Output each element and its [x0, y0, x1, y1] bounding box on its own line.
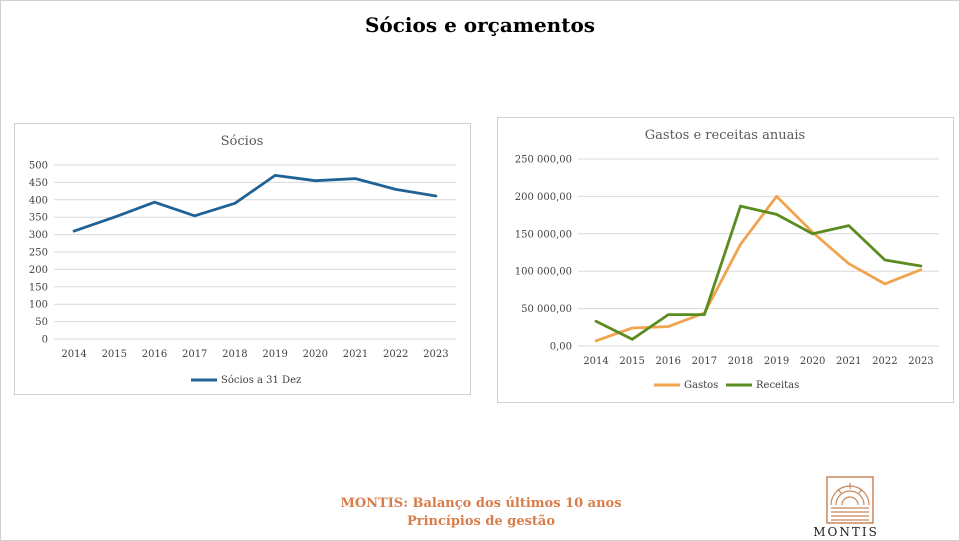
chart-title: Gastos e receitas anuais	[645, 128, 805, 143]
y-tick-label: 150	[29, 282, 48, 293]
x-tick-label: 2022	[383, 349, 408, 360]
chart-socios-svg: Sócios 0 50 100 150 200 250 300 350 400 450 500 2014…	[29, 134, 456, 386]
y-tick-label: 0,00	[550, 342, 572, 353]
x-tick-label: 2018	[222, 349, 247, 360]
y-tick-label: 50 000,00	[521, 304, 572, 315]
y-tick-label: 200	[29, 265, 48, 276]
series-line	[594, 195, 923, 343]
x-tick-label: 2015	[102, 349, 127, 360]
slide-title: Sócios e orçamentos	[364, 13, 596, 37]
x-tick-label: 2018	[728, 356, 753, 367]
series-line	[72, 174, 438, 233]
footer-line-2: Princípios de gestão	[406, 514, 556, 529]
chart-gastos-receitas-svg: Gastos e receitas anuais 0,00 50 000,00 100…	[515, 128, 939, 391]
footer-line-1: MONTIS: Balanço dos últimos 10 anos	[340, 496, 622, 511]
chart-gastos-receitas: Gastos e receitas anuais 0,00 50 000,00 100…	[497, 117, 954, 403]
x-tick-label: 2019	[764, 356, 789, 367]
legend-label: Gastos	[684, 380, 718, 391]
y-tick-label: 300	[29, 230, 48, 241]
y-tick-label: 350	[29, 213, 48, 224]
series-line	[594, 204, 923, 341]
x-tick-label: 2017	[182, 349, 207, 360]
chart-socios: Sócios 0 50 100 150 200 250 300 350 400 450 500 2014…	[14, 123, 471, 395]
y-tick-label: 100	[29, 300, 48, 311]
y-tick-label: 100 000,00	[515, 267, 572, 278]
legend-label: Sócios a 31 Dez	[221, 375, 301, 386]
y-tick-label: 200 000,00	[515, 192, 572, 203]
x-tick-label: 2014	[583, 356, 608, 367]
x-tick-label: 2020	[303, 349, 328, 360]
y-tick-label: 150 000,00	[515, 229, 572, 240]
y-tick-label: 250 000,00	[515, 155, 572, 166]
chart-title: Sócios	[221, 134, 264, 149]
x-tick-label: 2021	[343, 349, 368, 360]
x-tick-label: 2014	[61, 349, 86, 360]
logo-text: MONTIS	[813, 525, 879, 539]
x-tick-label: 2017	[692, 356, 717, 367]
y-tick-label: 0	[42, 335, 48, 346]
x-tick-label: 2023	[908, 356, 933, 367]
y-tick-label: 450	[29, 178, 48, 189]
x-tick-label: 2015	[619, 356, 644, 367]
legend-label: Receitas	[756, 380, 799, 391]
x-tick-label: 2016	[142, 349, 167, 360]
montis-logo-icon	[826, 476, 874, 524]
x-tick-label: 2016	[656, 356, 681, 367]
y-tick-label: 250	[29, 248, 48, 259]
x-tick-label: 2021	[836, 356, 861, 367]
x-tick-label: 2020	[800, 356, 825, 367]
x-tick-label: 2022	[872, 356, 897, 367]
y-tick-label: 500	[29, 161, 48, 172]
y-tick-label: 400	[29, 195, 48, 206]
x-tick-label: 2023	[423, 349, 448, 360]
montis-logo: MONTIS	[796, 475, 896, 541]
x-tick-label: 2019	[262, 349, 287, 360]
footer: MONTIS: Balanço dos últimos 10 anos Prin…	[281, 495, 681, 531]
y-tick-label: 50	[35, 317, 48, 328]
